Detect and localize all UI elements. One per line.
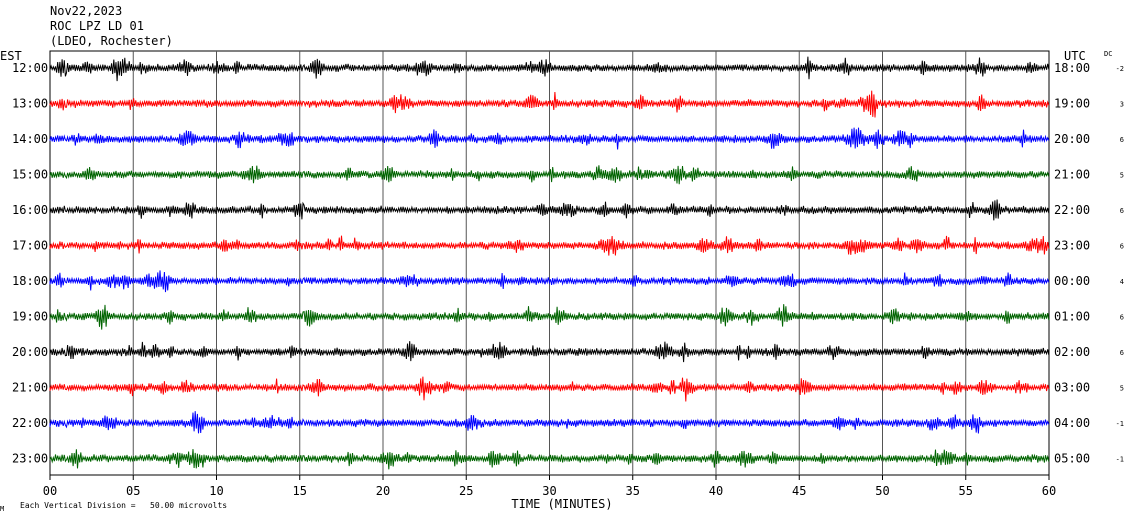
trace-1300 <box>49 90 1050 118</box>
dc-label-4: 6 <box>1120 207 1124 215</box>
x-tick-label-05: 05 <box>126 484 140 498</box>
trace-2300 <box>49 449 1050 470</box>
scale-note: Each Vertical Division = 50.00 microvolt… <box>20 501 227 510</box>
est-label-1300: 13:00 <box>12 97 48 111</box>
seismic-traces <box>49 56 1050 470</box>
dc-axis-label: DC <box>1104 50 1112 58</box>
est-label-1800: 18:00 <box>12 274 48 288</box>
dc-label-1: 3 <box>1120 101 1124 109</box>
utc-label-0200: 02:00 <box>1054 345 1090 359</box>
dc-label-3: 5 <box>1120 172 1124 180</box>
minute-gridlines <box>132 51 967 475</box>
header-station: ROC LPZ LD 01 <box>50 19 144 33</box>
trace-1700 <box>49 235 1050 256</box>
est-label-2000: 20:00 <box>12 345 48 359</box>
x-tick-label-50: 50 <box>875 484 889 498</box>
utc-label-2100: 21:00 <box>1054 168 1090 182</box>
x-tick-label-25: 25 <box>459 484 473 498</box>
dc-label-0: -2 <box>1116 65 1124 73</box>
trace-1900 <box>49 304 1050 330</box>
est-label-1400: 14:00 <box>12 132 48 146</box>
dc-label-2: 6 <box>1120 136 1124 144</box>
x-axis-ticks: 00 05 10 15 20 25 30 35 40 45 50 55 60 <box>43 475 1056 498</box>
header-network: (LDEO, Rochester) <box>50 34 173 48</box>
x-tick-label-30: 30 <box>542 484 556 498</box>
utc-axis-label: UTC <box>1064 49 1086 63</box>
row-labels: 12:00 18:00 -2 13:00 19:00 3 14:00 20:00 6 15:00 2… <box>12 61 1124 466</box>
est-label-1600: 16:00 <box>12 203 48 217</box>
x-tick-label-35: 35 <box>626 484 640 498</box>
x-tick-label-10: 10 <box>209 484 223 498</box>
trace-1800 <box>49 270 1050 293</box>
est-label-2100: 21:00 <box>12 381 48 395</box>
header-date: Nov22,2023 <box>50 4 122 18</box>
utc-label-2300: 23:00 <box>1054 239 1090 253</box>
dc-label-5: 6 <box>1120 243 1124 251</box>
est-label-1200: 12:00 <box>12 61 48 75</box>
dc-label-6: 4 <box>1120 278 1124 286</box>
trace-1600 <box>49 199 1050 221</box>
est-label-2200: 22:00 <box>12 416 48 430</box>
trace-2000 <box>49 341 1050 363</box>
x-axis-title: TIME (MINUTES) <box>511 497 612 511</box>
utc-label-1900: 19:00 <box>1054 97 1090 111</box>
utc-label-2200: 22:00 <box>1054 203 1090 217</box>
utc-label-1800: 18:00 <box>1054 61 1090 75</box>
x-tick-label-15: 15 <box>293 484 307 498</box>
dc-label-11: -1 <box>1116 456 1124 464</box>
utc-label-0000: 00:00 <box>1054 274 1090 288</box>
est-axis-label: EST <box>0 49 22 63</box>
dc-label-9: 5 <box>1120 385 1124 393</box>
x-tick-label-20: 20 <box>376 484 390 498</box>
utc-label-2000: 20:00 <box>1054 132 1090 146</box>
est-label-1700: 17:00 <box>12 239 48 253</box>
trace-2100 <box>49 376 1050 402</box>
x-tick-label-00: 00 <box>43 484 57 498</box>
est-label-1900: 19:00 <box>12 310 48 324</box>
x-tick-label-60: 60 <box>1042 484 1056 498</box>
x-tick-label-45: 45 <box>792 484 806 498</box>
x-tick-label-40: 40 <box>709 484 723 498</box>
trace-1200 <box>49 56 1050 82</box>
utc-label-0100: 01:00 <box>1054 310 1090 324</box>
corner-mark: M <box>0 505 4 513</box>
trace-1500 <box>49 165 1050 185</box>
trace-1400 <box>49 127 1050 150</box>
dc-label-10: -1 <box>1116 420 1124 428</box>
utc-label-0300: 03:00 <box>1054 381 1090 395</box>
est-label-1500: 15:00 <box>12 168 48 182</box>
utc-label-0500: 05:00 <box>1054 452 1090 466</box>
dc-label-7: 6 <box>1120 314 1124 322</box>
est-label-2300: 23:00 <box>12 452 48 466</box>
x-tick-label-55: 55 <box>959 484 973 498</box>
utc-label-0400: 04:00 <box>1054 416 1090 430</box>
trace-2200 <box>49 411 1050 434</box>
dc-label-8: 6 <box>1120 349 1124 357</box>
